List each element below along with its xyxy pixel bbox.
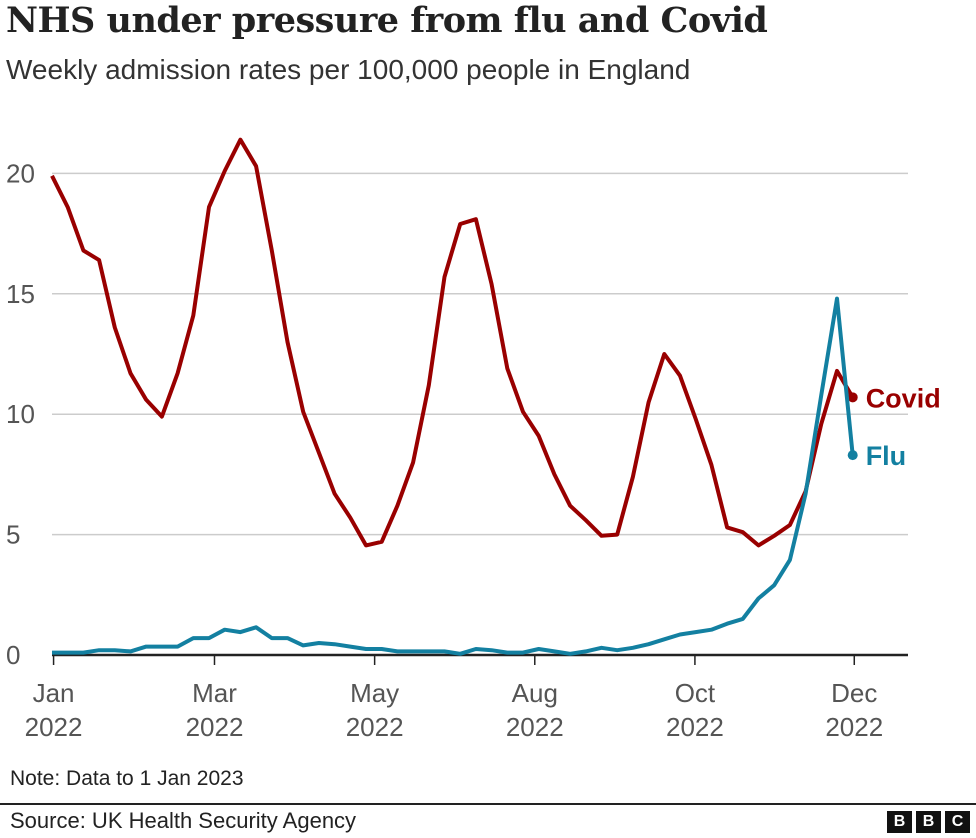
x-tick-label: Aug: [512, 678, 558, 708]
x-tick-label: Jan: [33, 678, 75, 708]
y-tick-label: 5: [6, 520, 20, 550]
x-tick-label: 2022: [186, 712, 244, 742]
series-line-flu: [52, 296, 855, 656]
chart-title: NHS under pressure from flu and Covid: [6, 0, 768, 41]
chart-note: Note: Data to 1 Jan 2023: [10, 767, 244, 790]
x-tick-label: Oct: [675, 678, 716, 708]
line-chart: 0 5 10 15 20 Jan 2022 Mar 2022 May 2022 Aug 2022 Oct 2…: [6, 137, 941, 742]
x-tick-label: 2022: [25, 712, 83, 742]
y-tick-label: 10: [6, 399, 35, 429]
x-tick-label: May: [350, 678, 399, 708]
series-end-dot-flu: [847, 450, 858, 461]
series-line-covid: [50, 137, 855, 548]
series-label-covid: Covid: [866, 383, 941, 413]
x-tick-label: Dec: [831, 678, 877, 708]
series-label-flu: Flu: [866, 441, 907, 471]
chart-source: Source: UK Health Security Agency: [10, 808, 357, 833]
x-tick-label: 2022: [346, 712, 404, 742]
y-tick-label: 15: [6, 279, 35, 309]
series-end-dot-covid: [847, 392, 858, 403]
y-tick-label: 0: [6, 640, 20, 670]
y-tick-label: 20: [6, 158, 35, 188]
x-tick-label: Mar: [192, 678, 237, 708]
x-tick-label: 2022: [825, 712, 883, 742]
chart-subtitle: Weekly admission rates per 100,000 peopl…: [6, 54, 691, 85]
x-tick-label: 2022: [506, 712, 564, 742]
x-tick-label: 2022: [666, 712, 724, 742]
footer-divider: [0, 803, 976, 805]
